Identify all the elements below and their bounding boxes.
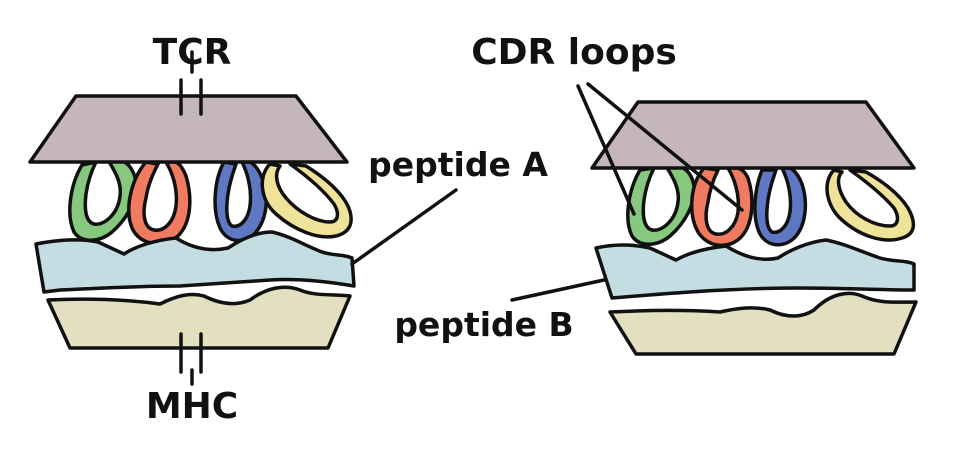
cdr-leader-red — [586, 82, 744, 212]
cdr-loops-right — [626, 164, 916, 247]
mhc-block-right — [608, 291, 918, 356]
cdr-loop-blue — [213, 160, 269, 243]
complex-peptide-a — [28, 50, 356, 386]
cdr-loops-left — [68, 158, 353, 246]
leader-lines — [350, 82, 744, 302]
mhc-label: MHC — [146, 386, 238, 427]
cdr-loop-yellow — [825, 168, 916, 242]
cdr-loop-red — [690, 166, 754, 247]
mhc-tether-icon — [179, 332, 203, 386]
cdr-loop-blue — [753, 166, 808, 247]
tcr-block-left — [28, 94, 349, 164]
cdr-loop-green — [626, 164, 696, 246]
peptide-a-leader — [350, 188, 458, 266]
tcr-label: TCR — [153, 32, 232, 73]
cdr-loop-red — [127, 160, 192, 246]
tcr-tether-icon — [179, 50, 203, 116]
peptide-b-strip — [594, 238, 916, 300]
tcr-block-right — [590, 100, 916, 170]
cdr-loop-green — [68, 158, 138, 242]
peptide-a-label: peptide A — [368, 145, 548, 184]
mhc-block-left — [46, 285, 352, 350]
complex-peptide-b — [590, 100, 918, 356]
cdr-leader-green — [576, 84, 636, 216]
cdr-loops-label: CDR loops — [471, 32, 677, 73]
peptide-a-strip — [34, 230, 356, 294]
cdr-loop-yellow — [260, 162, 353, 239]
peptide-b-leader — [510, 278, 606, 302]
peptide-b-label: peptide B — [394, 305, 573, 344]
